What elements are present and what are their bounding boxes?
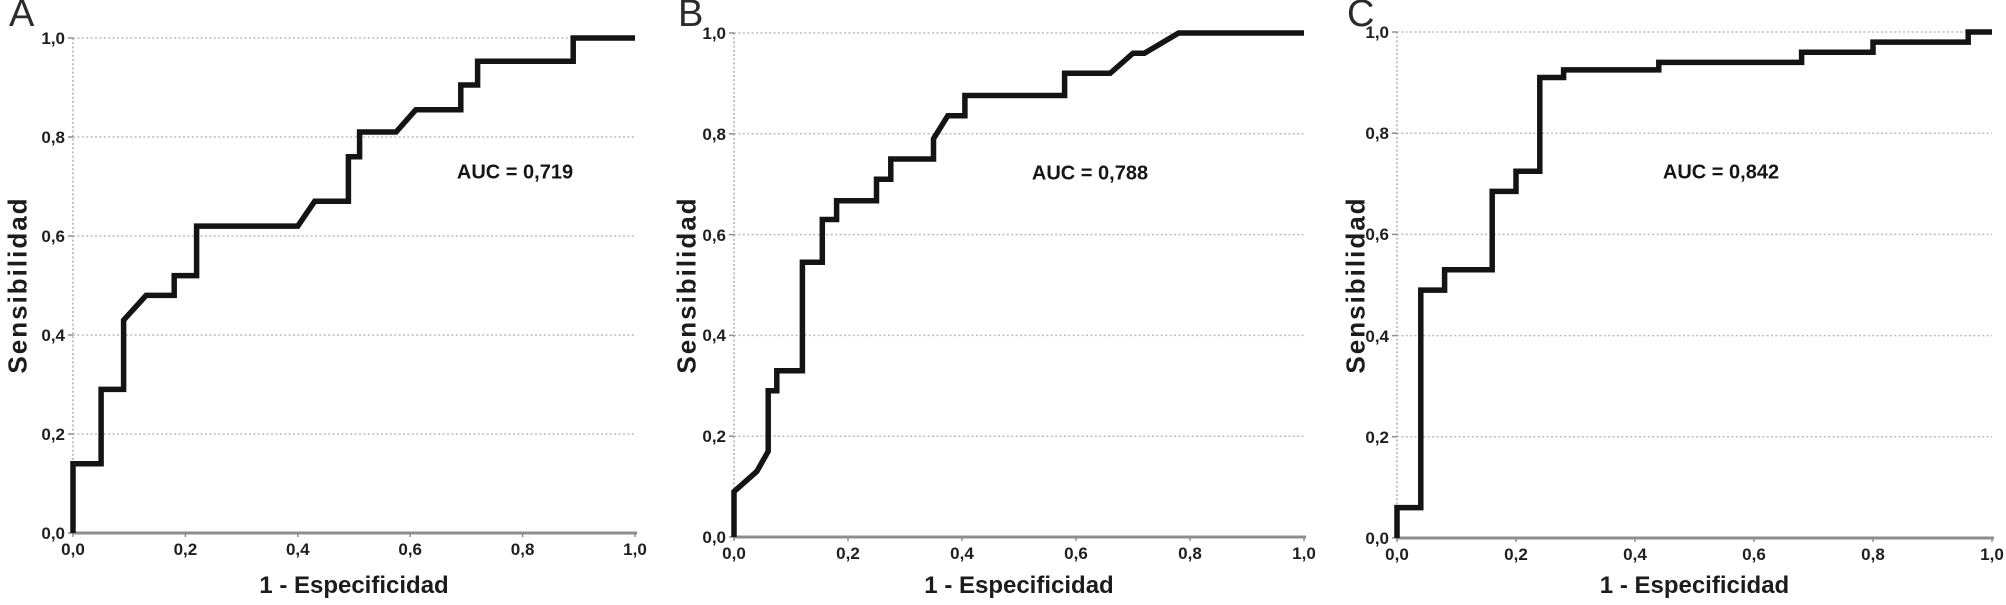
y-tick-label: 0,6 — [1365, 225, 1389, 245]
x-tick-label: 0,2 — [836, 544, 860, 563]
y-tick-label: 0,0 — [702, 528, 726, 547]
roc-panel-b: B Sensibilidad AUC = 0,788 1 - Especific… — [669, 0, 1338, 605]
roc-curve — [731, 30, 1304, 537]
y-tick-label: 0,6 — [702, 225, 726, 245]
panel-letter: A — [9, 0, 35, 35]
x-tick-label: 0,4 — [1623, 545, 1647, 564]
x-axis-title: 1 - Especificidad — [259, 572, 449, 599]
roc-curve — [1394, 29, 1992, 538]
x-tick-label: 0,8 — [1861, 545, 1885, 564]
x-tick-label: 0,0 — [61, 540, 85, 559]
y-tick-label: 0,8 — [702, 124, 726, 144]
y-tick-label: 0,4 — [41, 326, 65, 345]
y-tick-label: 0,4 — [702, 326, 726, 346]
y-tick-label: 0,0 — [41, 524, 65, 543]
x-tick-label: 0,2 — [1504, 545, 1528, 564]
auc-label: AUC = 0,719 — [456, 161, 574, 184]
y-tick-label: 0,0 — [1365, 529, 1389, 548]
x-tick-label: 0,0 — [1385, 545, 1409, 564]
y-tick-label: 0,2 — [702, 427, 726, 447]
x-axis-title: 1 - Especificidad — [1599, 572, 1790, 599]
y-tick-label: 0,4 — [1365, 326, 1389, 346]
x-tick-label: 1,0 — [623, 540, 647, 559]
panel-letter: B — [678, 0, 704, 35]
x-tick-label: 1,0 — [1292, 544, 1316, 563]
x-tick-label: 0,4 — [285, 540, 310, 559]
x-tick-label: 0,6 — [398, 540, 422, 559]
x-axis-title: 1 - Especificidad — [924, 572, 1114, 599]
roc-curve — [70, 35, 635, 533]
y-tick-label: 0,6 — [41, 227, 65, 246]
x-tick-label: 0,6 — [1742, 545, 1766, 564]
x-tick-label: 0,0 — [722, 544, 746, 563]
y-tick-label: 0,2 — [1365, 427, 1389, 447]
y-tick-label: 1,0 — [41, 29, 65, 48]
x-tick-label: 1,0 — [1980, 545, 2004, 564]
auc-label: AUC = 0,842 — [1662, 161, 1780, 184]
y-tick-label: 0,2 — [41, 425, 65, 444]
y-tick-label: 1,0 — [702, 24, 726, 43]
x-tick-label: 0,4 — [950, 544, 974, 563]
roc-panel-a: A Sensibilidad AUC = 0,719 1 - Especific… — [0, 0, 669, 605]
y-tick-label: 0,8 — [1365, 124, 1389, 144]
roc-panel-c: C Sensibilidad AUC = 0,842 1 - Especific… — [1338, 0, 2006, 605]
auc-label: AUC = 0,788 — [1031, 162, 1149, 185]
x-tick-label: 0,6 — [1064, 544, 1088, 563]
y-tick-label: 1,0 — [1365, 23, 1389, 42]
panel-letter: C — [1347, 0, 1375, 35]
y-tick-label: 0,8 — [41, 128, 65, 147]
roc-plot — [68, 35, 637, 537]
x-tick-label: 0,8 — [1178, 544, 1202, 563]
x-tick-label: 0,2 — [173, 540, 198, 559]
x-tick-label: 0,8 — [510, 540, 535, 559]
roc-plot — [729, 30, 1306, 541]
roc-plot — [1392, 29, 1994, 542]
